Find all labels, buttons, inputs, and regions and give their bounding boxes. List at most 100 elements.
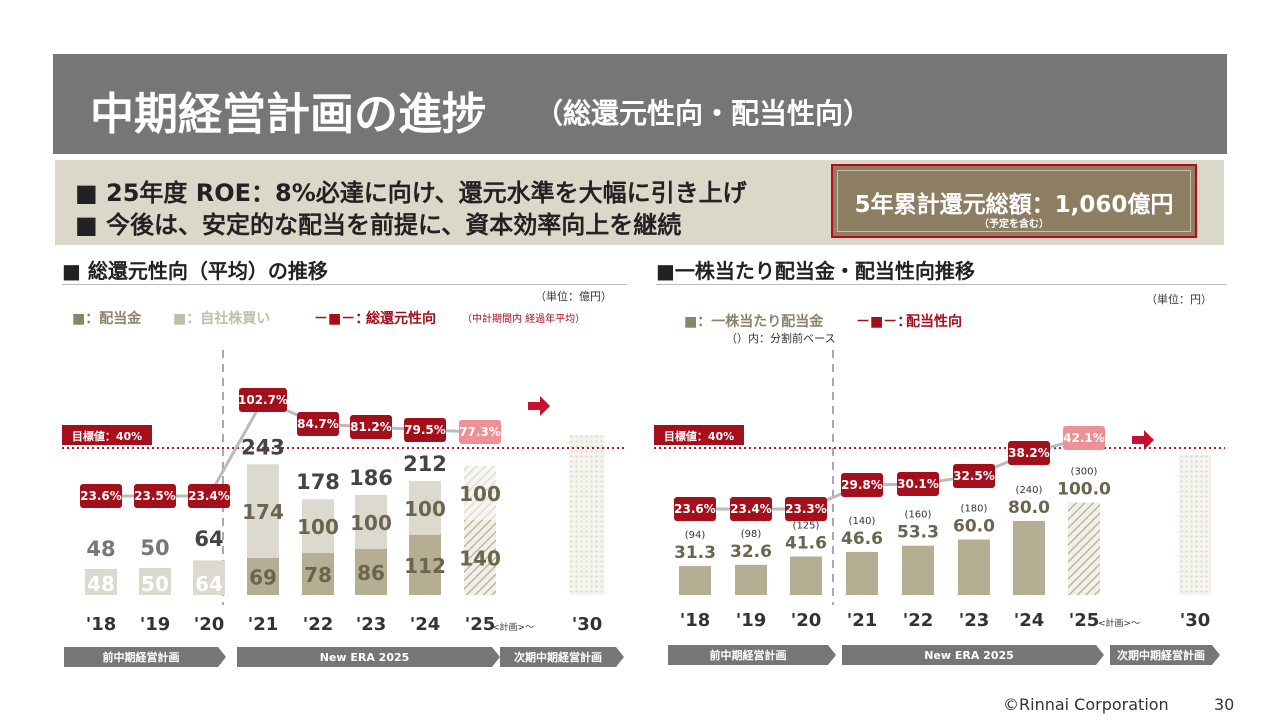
dividend-value-label: 64: [195, 572, 223, 596]
right-unit-label: （単位：円）: [1146, 292, 1212, 306]
dps-value-label: 31.3: [674, 543, 716, 563]
ratio-box: [188, 484, 230, 508]
dps-value-label: 80.0: [1008, 498, 1050, 518]
x-tick-label: '21: [248, 614, 279, 635]
bar-buyback: [409, 480, 441, 535]
ratio-box: [459, 420, 501, 444]
pre-split-label: (140): [849, 516, 876, 527]
period-label: 次期中期経営計画: [514, 650, 602, 664]
ratio-label: 84.7%: [297, 417, 339, 431]
bar-dps: [1013, 521, 1045, 595]
bar-dividend-light: [139, 568, 171, 595]
bar-dividend: [464, 519, 496, 595]
x-tick-label: '19: [140, 614, 171, 635]
ratio-label: 23.6%: [80, 489, 122, 503]
target-label: 目標値：40%: [72, 429, 142, 443]
dividend-value-label: 50: [141, 572, 169, 596]
target-label: 目標値：40%: [664, 429, 734, 443]
x-tick-label: '21: [847, 610, 878, 631]
ratio-box: [350, 415, 392, 439]
plan-suffix: <計画>〜: [1098, 617, 1140, 629]
buyback-value-label: 100: [459, 482, 501, 506]
x-tick-label: '22: [303, 614, 334, 635]
x-tick-label: '20: [194, 614, 225, 635]
bar-dividend-light: [85, 569, 117, 595]
total-value-label: 186: [349, 466, 393, 490]
ratio-label: 81.2%: [350, 420, 392, 434]
summary-bullet-2: ■ 今後は、安定的な配当を前提に、資本効率向上を継続: [75, 211, 682, 239]
bar-2030-placeholder: [1179, 455, 1211, 595]
x-tick-label: '24: [1014, 610, 1045, 631]
ratio-box: [80, 484, 122, 508]
payout-label: 42.1%: [1063, 431, 1105, 445]
legend-split-note: （）内：分割前ベース: [726, 331, 835, 345]
right-chart-title: ■一株当たり配当金・配当性向推移: [656, 259, 975, 283]
bar-dps: [790, 556, 822, 595]
total-value-label: 243: [241, 435, 285, 459]
x-tick-label: '30: [572, 614, 603, 635]
x-tick-label: '25: [1069, 610, 1100, 631]
total-value-label: 50: [140, 536, 169, 560]
payout-box: [730, 497, 772, 521]
ratio-box: [239, 388, 287, 412]
buyback-value-label: 100: [350, 511, 392, 535]
dps-value-label: 41.6: [785, 534, 827, 554]
bar-2030-placeholder: [569, 435, 605, 595]
dps-value-label: 60.0: [953, 517, 995, 537]
summary-bullet-1: ■ 25年度 ROE：8%必達に向け、還元水準を大幅に引き上げ: [75, 179, 747, 207]
total-value-label: 64: [194, 527, 223, 551]
left-title-underline: [62, 284, 627, 285]
bar-dividend-light: [193, 560, 225, 595]
total-value-label: 212: [403, 452, 447, 476]
target-label-box: [62, 425, 152, 445]
x-tick-label: '25: [465, 614, 496, 635]
legend-payout-prefix: －■－：: [856, 314, 911, 330]
next-plan-arrow: [528, 396, 550, 416]
ratio-label: 102.7%: [238, 393, 288, 407]
x-tick-label: '23: [356, 614, 387, 635]
legend-ratio: 総還元性向: [366, 310, 436, 327]
total-return-badge: 5年累計還元総額：1,060億円 （予定を含む）: [831, 164, 1197, 238]
left-chart-title: ■ 総還元性向（平均）の推移: [62, 259, 328, 283]
ratio-label: 77.3%: [459, 425, 501, 439]
x-tick-label: '20: [791, 610, 822, 631]
bar-dps: [735, 564, 767, 595]
x-tick-label: '19: [736, 610, 767, 631]
payout-box: [1063, 426, 1105, 450]
payout-label: 32.5%: [953, 469, 995, 483]
period-band: [237, 647, 500, 667]
plan-suffix: <計画>〜: [492, 621, 534, 633]
payout-box: [841, 473, 883, 497]
bar-dps: [958, 539, 990, 595]
dps-value-label: 53.3: [897, 523, 939, 543]
period-band: [64, 647, 226, 667]
left-unit-label: （単位：億円）: [535, 289, 612, 303]
period-band: [1110, 645, 1220, 665]
payout-box: [897, 472, 939, 496]
dividend-value-label: 69: [249, 565, 277, 589]
dividend-value-label: 140: [459, 546, 501, 570]
title-bar: [53, 54, 1227, 154]
ratio-box: [134, 484, 176, 508]
page-number: 30: [1214, 695, 1235, 714]
bar-buyback: [247, 464, 279, 558]
period-label: New ERA 2025: [924, 649, 1014, 662]
legend-payout: 配当性向: [906, 313, 962, 330]
dividend-value-label: 48: [87, 572, 115, 596]
x-tick-label: '18: [86, 614, 117, 635]
legend-dividend: ■：配当金: [72, 310, 142, 327]
pre-split-label: (125): [793, 521, 820, 532]
pre-split-label: (180): [961, 504, 988, 515]
ratio-box: [297, 412, 339, 436]
period-label: 前中期経営計画: [103, 650, 180, 664]
copyright: ©Rinnai Corporation: [1003, 695, 1169, 714]
bar-dividend: [247, 557, 279, 595]
payout-label: 23.4%: [730, 502, 772, 516]
payout-box: [674, 497, 716, 521]
bar-dps: [1068, 502, 1100, 595]
dividend-value-label: 86: [357, 561, 385, 585]
dps-value-label: 46.6: [841, 529, 883, 549]
payout-label: 38.2%: [1008, 446, 1050, 460]
